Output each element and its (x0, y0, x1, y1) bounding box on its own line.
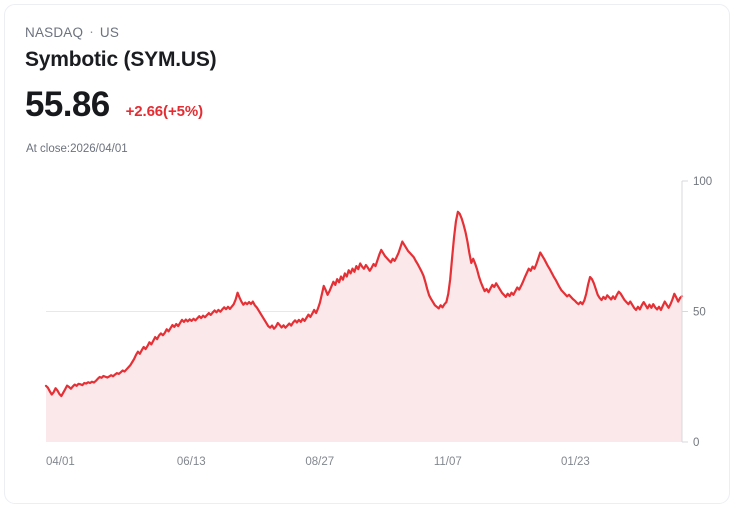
x-axis-label: 04/01 (46, 456, 75, 468)
page-title: Symbotic (SYM.US) (25, 48, 217, 71)
price-line (44, 210, 684, 398)
price-chart[interactable]: 0 50 100 04/01 06/13 08/27 11/07 01/23 (5, 165, 730, 475)
price-area-fill (46, 211, 682, 442)
y-axis-label: 50 (693, 307, 706, 319)
exchange-name: NASDAQ (25, 25, 84, 40)
quote-summary: 55.86 +2.66(+5%) (25, 85, 203, 125)
price-chart-svg[interactable]: 0 50 100 04/01 06/13 08/27 11/07 01/23 (5, 165, 730, 475)
market-status: At close:2026/04/01 (26, 143, 128, 155)
x-axis-label: 08/27 (305, 456, 334, 468)
x-axis-label: 06/13 (177, 456, 206, 468)
x-axis-labels: 04/01 06/13 08/27 11/07 01/23 (46, 456, 590, 468)
y-axis-label: 100 (693, 176, 712, 188)
x-axis-label: 01/23 (561, 456, 590, 468)
breadcrumb-separator: · (89, 24, 94, 39)
y-axis-labels: 0 50 100 (682, 176, 712, 449)
stock-quote-card: NASDAQ · US Symbotic (SYM.US) 55.86 +2.66(… (4, 4, 730, 504)
price-change: +2.66(+5%) (125, 103, 203, 120)
region-label: US (99, 25, 120, 40)
x-axis-label: 11/07 (434, 456, 462, 468)
current-price: 55.86 (25, 85, 110, 124)
header: NASDAQ · US Symbotic (SYM.US) (25, 23, 709, 73)
exchange-breadcrumb: NASDAQ · US (25, 23, 709, 42)
y-axis-label: 0 (693, 437, 699, 449)
